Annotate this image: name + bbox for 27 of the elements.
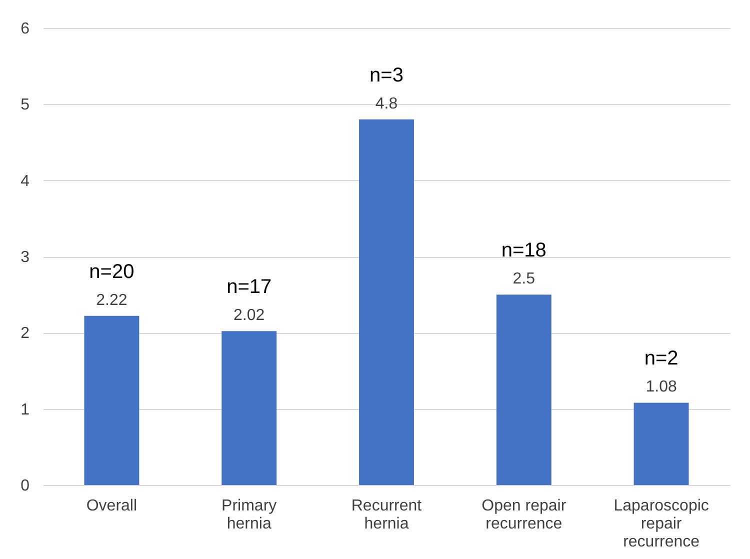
- bar: [634, 402, 689, 485]
- annotation: n=17: [226, 276, 272, 298]
- x-tick-label: Primary hernia: [222, 498, 277, 532]
- y-tick-label: 3: [20, 249, 30, 266]
- annotation: n=20: [89, 260, 134, 283]
- data-label: 4.8: [375, 95, 398, 112]
- x-tick-label: Open repair recurrence: [482, 498, 567, 532]
- bar: [496, 294, 552, 485]
- annotation: n=18: [501, 240, 546, 262]
- bar: [222, 331, 277, 485]
- data-label: 1.08: [646, 378, 677, 396]
- x-tick-label: Overall: [86, 498, 138, 514]
- x-tick-label: Recurrent hernia: [351, 498, 422, 532]
- data-label: 2.22: [96, 292, 128, 309]
- y-tick-label: 6: [20, 20, 30, 38]
- bar: [359, 119, 414, 485]
- data-label: 2.02: [234, 307, 265, 324]
- annotation: n=3: [370, 64, 404, 86]
- y-tick-label: 5: [20, 96, 30, 114]
- data-label: 2.5: [512, 270, 536, 288]
- y-tick-label: 0: [20, 478, 30, 494]
- y-tick-label: 4: [20, 172, 30, 190]
- y-tick-label: 2: [20, 325, 30, 342]
- annotation: n=2: [644, 348, 678, 370]
- x-tick-label: Laparoscopic repair recurrence: [614, 498, 709, 550]
- y-tick-label: 1: [20, 401, 30, 418]
- bar: [84, 316, 140, 485]
